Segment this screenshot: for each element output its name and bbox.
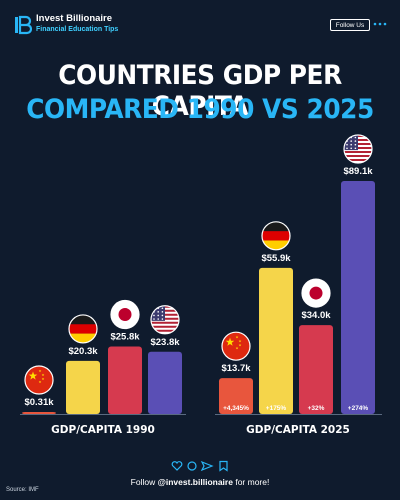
axis-label-1990: GDP/CAPITA 1990: [51, 424, 155, 436]
brand-subtitle: Financial Education Tips: [36, 26, 119, 33]
share-icon: [200, 460, 214, 472]
footer-prefix: Follow: [130, 477, 158, 487]
germany-2025-flag-icon: [261, 221, 291, 251]
bookmark-icon: [219, 460, 228, 472]
data-label-china-1990: $0.31k: [24, 397, 54, 408]
footer-handle[interactable]: @invest.billionaire: [157, 477, 233, 487]
growth-label-united-states: +274%: [348, 405, 369, 412]
header: Invest Billionaire Financial Education T…: [0, 0, 400, 46]
growth-label-china: +4,345%: [223, 405, 249, 412]
bar-united-states-1990: [148, 351, 182, 414]
bar-japan-2025: [299, 325, 333, 414]
data-label-japan-1990: $25.8k: [110, 332, 140, 343]
japan-1990-flag-icon: [110, 299, 140, 330]
bar-china-1990: [22, 412, 56, 414]
data-label-germany-2025: $55.9k: [261, 253, 291, 264]
data-label-germany-1990: $20.3k: [68, 346, 98, 357]
follow-button[interactable]: Follow Us: [330, 19, 370, 31]
brand-name: Invest Billionaire: [36, 13, 113, 24]
footer-cta: Follow @invest.billionaire for more!: [0, 477, 400, 487]
social-action-icons: [171, 460, 228, 472]
bar-japan-1990: [108, 346, 142, 414]
data-label-united-states-1990: $23.8k: [150, 337, 180, 348]
heart-icon: [171, 461, 183, 471]
germany-1990-flag-icon: [68, 314, 98, 344]
footer-suffix: for more!: [232, 477, 270, 487]
axis-label-2025: GDP/CAPITA 2025: [246, 424, 350, 436]
growth-label-japan: +32%: [308, 405, 325, 412]
united-states-2025-flag-icon: [343, 134, 373, 164]
source-note: Source: IMF: [6, 487, 39, 493]
united-states-1990-flag-icon: [150, 305, 180, 335]
growth-label-germany: +175%: [266, 405, 287, 412]
brand-logo-icon: [15, 15, 32, 35]
title-line-1: COUNTRIES GDP PER CAPITA: [58, 60, 342, 122]
china-2025-flag-icon: [221, 331, 251, 361]
bar-germany-2025: [259, 267, 293, 414]
title-line-2: COMPARED 1990 VS 2025: [26, 94, 374, 125]
china-1990-flag-icon: [24, 365, 54, 395]
more-options-icon[interactable]: [373, 21, 387, 27]
bar-china-2025: [219, 378, 253, 414]
japan-2025-flag-icon: [301, 278, 331, 308]
data-label-china-2025: $13.7k: [221, 363, 251, 374]
data-label-japan-2025: $34.0k: [301, 310, 331, 321]
data-label-united-states-2025: $89.1k: [343, 166, 373, 177]
bar-germany-1990: [66, 360, 100, 414]
bar-united-states-2025: [341, 181, 375, 414]
comment-icon: [187, 461, 197, 471]
